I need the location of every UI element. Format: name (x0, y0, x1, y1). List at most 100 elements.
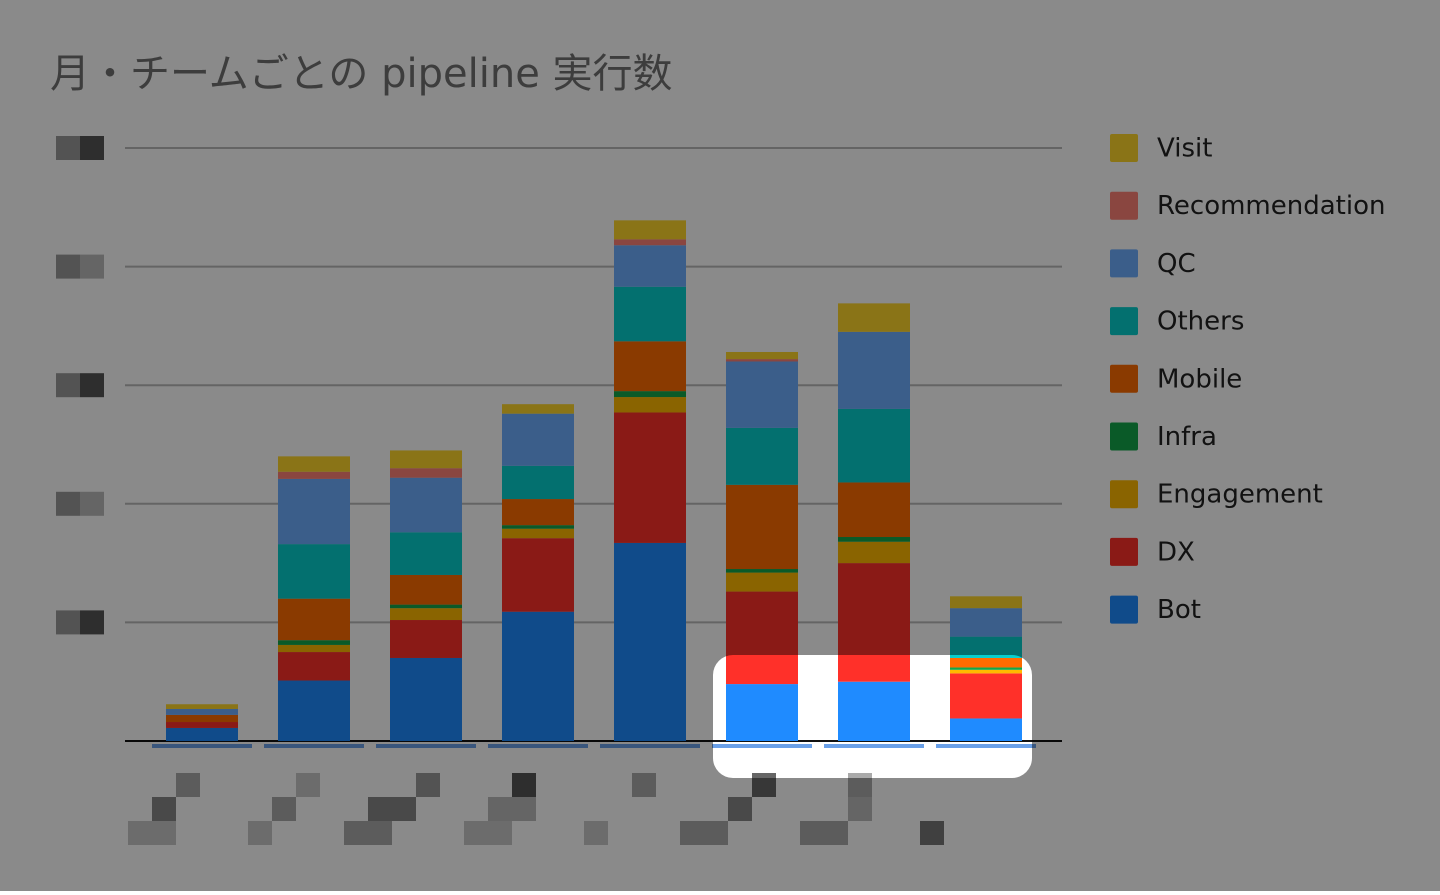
bar-segment (726, 427, 798, 485)
bar-segment (278, 471, 350, 479)
y-tick-label-pixelated (56, 610, 80, 635)
legend-label: DX (1157, 537, 1195, 567)
bar-segment (726, 359, 798, 362)
y-tick-label-pixelated (80, 373, 104, 398)
legend-label: Engagement (1157, 480, 1323, 510)
bar-segment (726, 572, 798, 592)
legend-swatch (1110, 249, 1138, 278)
legend-swatch (1110, 191, 1138, 220)
y-tick-label-pixelated (56, 254, 80, 279)
legend-swatch (1110, 134, 1138, 162)
bar-segment (278, 680, 350, 741)
bar-segment (278, 644, 350, 653)
bar-segment (838, 408, 910, 483)
bar-segment (950, 669, 1022, 674)
y-tick-label-pixelated (56, 136, 80, 160)
bar-segment (838, 331, 910, 409)
legend-label: Mobile (1157, 364, 1242, 394)
legend-label: Recommendation (1157, 191, 1385, 221)
bar-segment (838, 482, 910, 538)
y-tick-label-pixelated (56, 491, 80, 516)
bar-segment (838, 537, 910, 542)
bar-segment (390, 532, 462, 575)
bar-segment (726, 569, 798, 573)
bar-segment (278, 478, 350, 545)
bar-segment (726, 351, 798, 360)
bar-segment (278, 640, 350, 645)
legend-label: QC (1157, 249, 1196, 279)
bar-segment (278, 456, 350, 472)
bar-segment (166, 722, 238, 728)
bar-segment (838, 681, 910, 741)
bar-segment (614, 412, 686, 543)
bar-segment (950, 596, 1022, 609)
bar-segment (502, 465, 574, 500)
y-tick-label: 0 (95, 727, 110, 755)
x-axis-tick (152, 744, 252, 748)
bar-segment (614, 286, 686, 342)
legend-label: Bot (1157, 595, 1201, 625)
bar-segment (838, 303, 910, 332)
bar-segment (390, 574, 462, 605)
legend-label: Visit (1157, 134, 1212, 164)
bar-segment (614, 542, 686, 741)
bar-segment (950, 636, 1022, 658)
bar-segment (166, 714, 238, 723)
legend-label: Others (1157, 307, 1244, 337)
bar-segment (838, 563, 910, 682)
legend-swatch (1110, 480, 1138, 509)
legend-swatch (1110, 595, 1138, 624)
bar-segment (166, 708, 238, 715)
bar-segment (614, 245, 686, 287)
bar-segment (502, 404, 574, 414)
bar-segment (390, 604, 462, 609)
bar-segment (726, 361, 798, 428)
bar-segment (950, 718, 1022, 741)
bar-segment (726, 684, 798, 741)
bar-segment (614, 341, 686, 392)
bar-segment (390, 608, 462, 621)
x-axis-tick (600, 744, 700, 748)
y-tick-label-pixelated (80, 610, 104, 635)
bar-segment (726, 591, 798, 685)
bar-segment (614, 239, 686, 246)
legend-swatch (1110, 537, 1138, 566)
y-tick-label-pixelated (56, 373, 80, 398)
bar-segment (950, 667, 1022, 670)
bar-segment (502, 528, 574, 539)
plot: 0 Visit Recommendation QC Others Mobile Infra E… (56, 134, 1385, 755)
x-axis-tick (824, 744, 924, 748)
bar-segment (278, 544, 350, 599)
bar-segment (390, 657, 462, 741)
legend-swatch (1110, 422, 1138, 451)
bar-segment (950, 608, 1022, 637)
legend-swatch (1110, 364, 1138, 393)
y-tick-label-pixelated (80, 136, 104, 160)
x-axis-tick (264, 744, 364, 748)
bar-segment (614, 397, 686, 413)
bar-segment (502, 499, 574, 526)
bar-segment (950, 657, 1022, 668)
bar-segment (390, 477, 462, 533)
bar-segment (950, 673, 1022, 719)
legend-label: Infra (1157, 422, 1217, 452)
bar-segment (614, 220, 686, 240)
x-axis-tick (376, 744, 476, 748)
legend-swatch (1110, 307, 1138, 336)
bar-segment (278, 598, 350, 641)
x-axis-tick (488, 744, 588, 748)
x-axis-tick (712, 744, 812, 748)
bar-segment (390, 468, 462, 478)
bar-segment (502, 525, 574, 529)
bar-segment (838, 541, 910, 564)
bar-segment (502, 611, 574, 741)
x-axis-tick (936, 744, 1036, 748)
x-axis-labels-pixelated (128, 773, 944, 845)
chart-title: 月・チームごとの pipeline 実行数 (50, 51, 673, 97)
y-tick-label-pixelated (80, 491, 104, 516)
bar-segment (502, 413, 574, 466)
bar-segment (726, 484, 798, 570)
bar-segment (278, 652, 350, 681)
